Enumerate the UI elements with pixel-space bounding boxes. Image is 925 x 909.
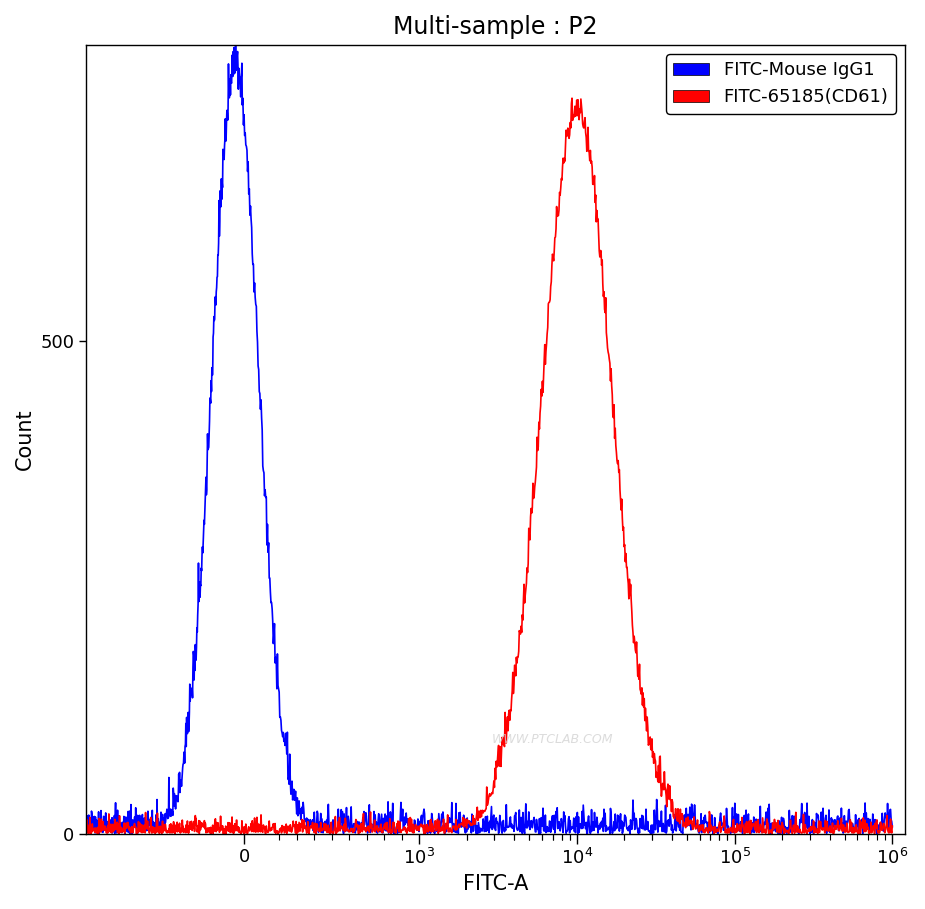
Title: Multi-sample : P2: Multi-sample : P2 [393,15,598,39]
FITC-65185(CD61) [131,828,142,839]
FITC-65185(CD61) [395,827,406,838]
FITC-65185(CD61) [566,93,577,104]
Line: FITC-Mouse IgG1: FITC-Mouse IgG1 [86,45,893,834]
FITC-65185(CD61) [505,704,516,715]
FITC-65185(CD61) [127,824,138,834]
FITC-Mouse IgG1 [80,823,92,834]
Text: WWW.PTCLAB.COM: WWW.PTCLAB.COM [492,733,613,745]
FITC-Mouse IgG1 [230,40,241,51]
FITC-65185(CD61) [412,824,423,835]
X-axis label: FITC-A: FITC-A [462,874,528,894]
FITC-Mouse IgG1 [377,827,388,838]
FITC-65185(CD61) [377,827,388,838]
FITC-65185(CD61) [887,821,898,832]
Y-axis label: Count: Count [15,409,35,470]
FITC-Mouse IgG1 [151,809,162,820]
FITC-Mouse IgG1 [887,822,898,833]
FITC-65185(CD61) [80,827,92,838]
FITC-Mouse IgG1 [412,824,423,835]
FITC-65185(CD61) [151,814,162,824]
Legend: FITC-Mouse IgG1, FITC-65185(CD61): FITC-Mouse IgG1, FITC-65185(CD61) [666,55,895,114]
FITC-Mouse IgG1 [794,828,805,839]
FITC-Mouse IgG1 [127,828,138,839]
FITC-Mouse IgG1 [505,812,516,823]
Line: FITC-65185(CD61): FITC-65185(CD61) [86,98,893,834]
FITC-Mouse IgG1 [395,797,406,808]
